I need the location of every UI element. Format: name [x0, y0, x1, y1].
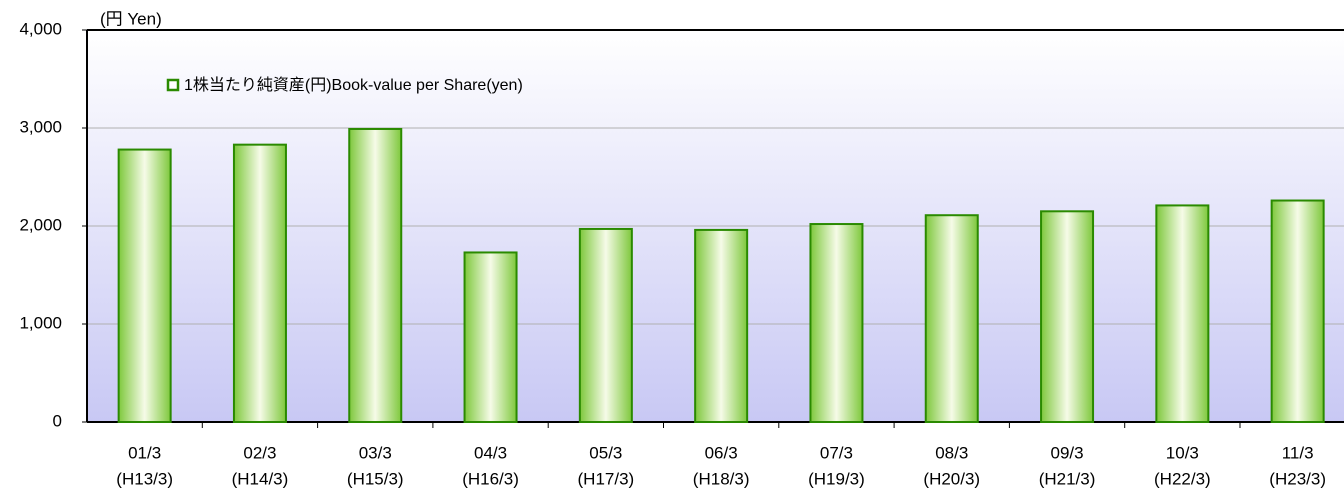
y-tick-label: 3,000: [19, 117, 62, 136]
bar: [348, 127, 403, 423]
x-tick-label: (H18/3): [693, 469, 750, 488]
unit-label: (円 Yen): [100, 9, 162, 28]
x-tick-label: (H20/3): [923, 469, 980, 488]
x-tick-label: (H21/3): [1039, 469, 1096, 488]
bar: [1270, 199, 1325, 423]
x-tick-label: 05/3: [589, 443, 622, 462]
y-tick-label: 2,000: [19, 215, 62, 234]
y-tick-label: 4,000: [19, 19, 62, 38]
x-tick-label: 10/3: [1166, 443, 1199, 462]
bar: [463, 251, 518, 423]
y-tick-label: 0: [53, 411, 62, 430]
bar: [694, 228, 749, 423]
x-tick-label: 01/3: [128, 443, 161, 462]
x-tick-label: (H16/3): [462, 469, 519, 488]
bar: [1155, 204, 1210, 423]
x-tick-label: 02/3: [243, 443, 276, 462]
x-tick-label: (H14/3): [232, 469, 289, 488]
bar: [117, 148, 172, 423]
x-tick-label: (H13/3): [116, 469, 173, 488]
legend-label: 1株当たり純資産(円)Book-value per Share(yen): [184, 76, 523, 94]
x-tick-label: (H23/3): [1269, 469, 1326, 488]
x-tick-label: (H15/3): [347, 469, 404, 488]
x-tick-label: 11/3: [1282, 443, 1314, 462]
x-tick-label: 09/3: [1051, 443, 1084, 462]
x-tick-label: 08/3: [935, 443, 968, 462]
x-tick-label: 03/3: [359, 443, 392, 462]
x-tick-label: (H19/3): [808, 469, 865, 488]
x-tick-label: 07/3: [820, 443, 853, 462]
y-tick-label: 1,000: [19, 313, 62, 332]
x-tick-label: (H22/3): [1154, 469, 1211, 488]
x-tick-label: 06/3: [705, 443, 738, 462]
legend-marker: [166, 78, 180, 92]
bar: [1040, 210, 1095, 423]
bar: [232, 143, 287, 423]
x-tick-label: (H17/3): [578, 469, 635, 488]
x-tick-label: 04/3: [474, 443, 507, 462]
bar: [924, 214, 979, 423]
bar: [809, 223, 864, 423]
bar: [578, 227, 633, 423]
